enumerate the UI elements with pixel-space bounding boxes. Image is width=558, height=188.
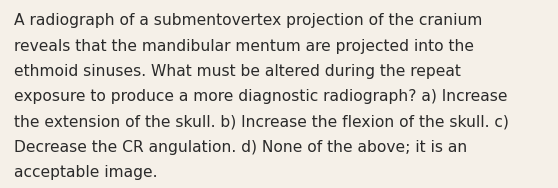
Text: the extension of the skull. b) Increase the flexion of the skull. c): the extension of the skull. b) Increase … — [14, 115, 509, 130]
Text: acceptable image.: acceptable image. — [14, 165, 157, 180]
Text: Decrease the CR angulation. d) None of the above; it is an: Decrease the CR angulation. d) None of t… — [14, 140, 467, 155]
Text: reveals that the mandibular mentum are projected into the: reveals that the mandibular mentum are p… — [14, 39, 474, 54]
Text: exposure to produce a more diagnostic radiograph? a) Increase: exposure to produce a more diagnostic ra… — [14, 89, 507, 104]
Text: ethmoid sinuses. What must be altered during the repeat: ethmoid sinuses. What must be altered du… — [14, 64, 461, 79]
Text: A radiograph of a submentovertex projection of the cranium: A radiograph of a submentovertex project… — [14, 13, 482, 28]
